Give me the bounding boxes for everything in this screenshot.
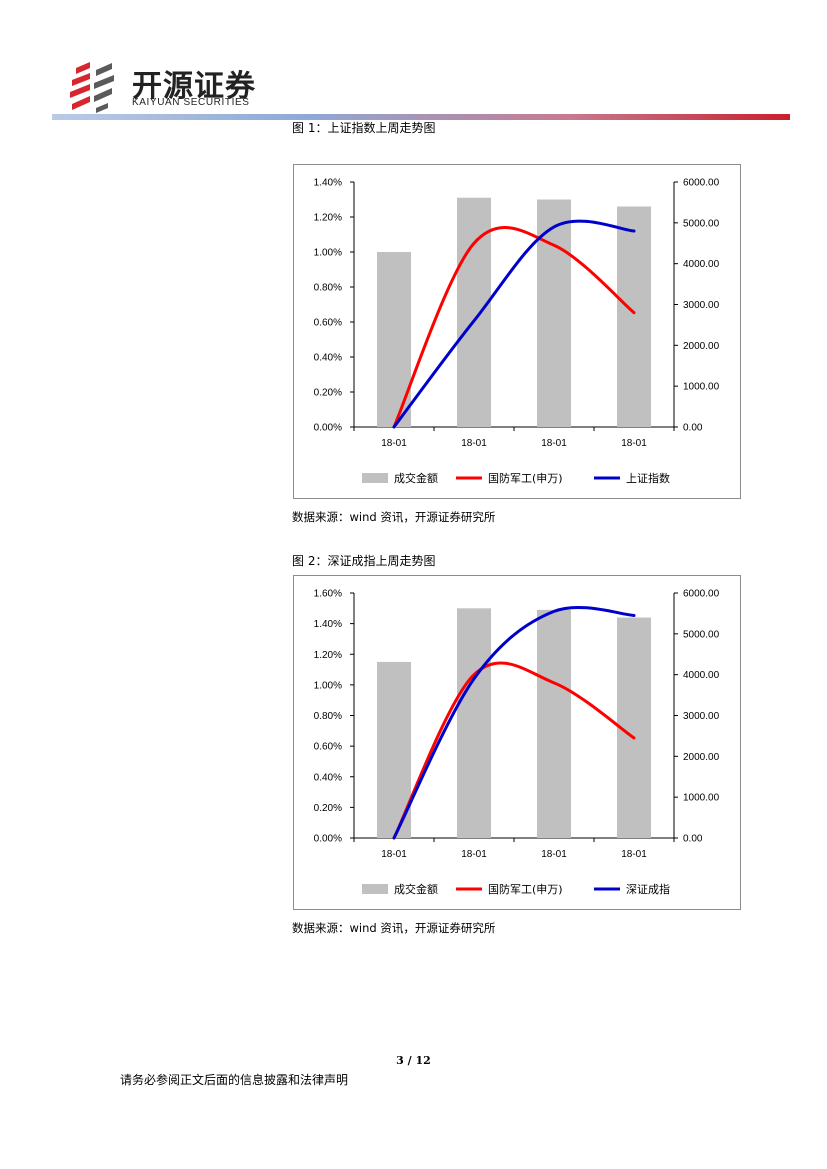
legend-label: 上证指数 <box>626 471 670 485</box>
left-tick-label: 0.20% <box>314 803 342 814</box>
brand-name-en: KAIYUAN SECURITIES <box>132 97 250 108</box>
right-tick-label: 1000.00 <box>683 793 720 804</box>
left-tick-label: 0.80% <box>314 711 342 722</box>
header-divider <box>52 114 790 120</box>
left-tick-label: 0.60% <box>314 742 342 753</box>
right-tick-label: 4000.00 <box>683 670 720 681</box>
right-tick-label: 5000.00 <box>683 629 720 640</box>
legend-label: 国防军工(申万) <box>488 471 563 485</box>
right-tick-label: 3000.00 <box>683 300 720 311</box>
line-深证成指 <box>392 605 636 840</box>
line-国防军工(申万) <box>392 661 636 840</box>
legend-label: 国防军工(申万) <box>488 882 563 896</box>
left-tick-label: 1.00% <box>314 248 342 259</box>
x-tick-label: 18-01 <box>621 849 647 860</box>
figure-1-source: 数据来源：wind 资讯，开源证券研究所 <box>292 510 496 524</box>
bar-成交金额 <box>537 609 571 838</box>
right-tick-label: 4000.00 <box>683 259 720 270</box>
bar-成交金额 <box>377 252 411 427</box>
legend-swatch <box>362 884 388 894</box>
left-tick-label: 0.00% <box>314 423 342 434</box>
brand-name-cn: 开源证券 <box>132 69 256 104</box>
company-logo: 开源证券 KAIYUAN SECURITIES <box>68 58 268 113</box>
left-tick-label: 1.20% <box>314 213 342 224</box>
left-tick-label: 0.80% <box>314 283 342 294</box>
right-tick-label: 2000.00 <box>683 341 720 352</box>
legend-label: 深证成指 <box>626 882 670 896</box>
chart-1-svg: 0.00% 0.20% 0.40% 0.60% 0.80% 1.00% 1.20% 1.40%… <box>314 589 720 897</box>
figure-2-caption: 图 2：深证成指上周走势图 <box>292 554 436 568</box>
logo-mark-icon <box>70 62 114 113</box>
figure-2-source: 数据来源：wind 资讯，开源证券研究所 <box>292 921 496 935</box>
x-tick-label: 18-01 <box>461 438 487 449</box>
legend-label: 成交金额 <box>394 882 438 896</box>
left-tick-label: 0.40% <box>314 353 342 364</box>
x-tick-label: 18-01 <box>381 849 407 860</box>
x-tick-label: 18-01 <box>621 438 647 449</box>
footer-disclaimer: 请务必参阅正文后面的信息披露和法律声明 <box>120 1073 349 1087</box>
figure-1-chart: 0.00% 0.20% 0.40% 0.60% 0.80% 1.00% 1.20% 1.40%… <box>293 164 741 499</box>
left-tick-label: 0.60% <box>314 318 342 329</box>
left-tick-label: 0.00% <box>314 834 342 845</box>
right-tick-label: 0.00 <box>683 834 703 845</box>
figure-1-caption: 图 1：上证指数上周走势图 <box>292 121 436 135</box>
legend-swatch <box>362 473 388 483</box>
left-tick-label: 1.00% <box>314 680 342 691</box>
left-tick-label: 1.60% <box>314 589 342 600</box>
right-tick-label: 1000.00 <box>683 382 720 393</box>
x-tick-label: 18-01 <box>541 849 567 860</box>
left-tick-label: 1.40% <box>314 178 342 189</box>
left-tick-label: 1.20% <box>314 650 342 661</box>
right-tick-label: 6000.00 <box>683 178 720 189</box>
page-number: 3 / 12 <box>396 1054 431 1067</box>
right-tick-label: 3000.00 <box>683 711 720 722</box>
x-tick-label: 18-01 <box>541 438 567 449</box>
left-tick-label: 0.40% <box>314 772 342 783</box>
bar-成交金额 <box>617 206 651 427</box>
figure-2-chart: 0.00% 0.20% 0.40% 0.60% 0.80% 1.00% 1.20% 1.40%… <box>293 575 741 910</box>
right-tick-label: 0.00 <box>683 423 703 434</box>
x-tick-label: 18-01 <box>381 438 407 449</box>
legend-label: 成交金额 <box>394 471 438 485</box>
bar-成交金额 <box>457 197 491 427</box>
bar-成交金额 <box>457 608 491 838</box>
chart-0-svg: 0.00% 0.20% 0.40% 0.60% 0.80% 1.00% 1.20% 1.40%… <box>314 178 720 486</box>
line-上证指数 <box>392 219 636 429</box>
left-tick-label: 0.20% <box>314 388 342 399</box>
right-tick-label: 6000.00 <box>683 589 720 600</box>
right-tick-label: 5000.00 <box>683 218 720 229</box>
left-tick-label: 1.40% <box>314 619 342 630</box>
right-tick-label: 2000.00 <box>683 752 720 763</box>
bar-成交金额 <box>537 199 571 427</box>
x-tick-label: 18-01 <box>461 849 487 860</box>
line-国防军工(申万) <box>392 226 636 429</box>
